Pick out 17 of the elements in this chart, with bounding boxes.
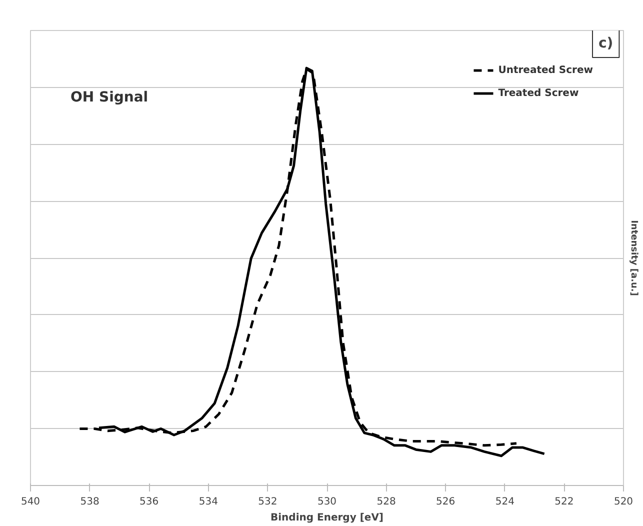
x-tick-label: 530 xyxy=(317,496,337,508)
x-tick-label: 526 xyxy=(436,496,456,508)
x-axis-title: Binding Energy [eV] xyxy=(270,512,384,524)
x-tick-label: 534 xyxy=(198,496,218,508)
annotation: OH Signal xyxy=(70,90,148,106)
y-axis-title: Intensity [a.u.] xyxy=(628,220,638,296)
x-tick-label: 540 xyxy=(20,496,40,508)
text: c) xyxy=(598,36,614,52)
legend-label: Treated Screw xyxy=(498,88,579,98)
x-tick-label: 538 xyxy=(80,496,100,508)
x-tick-label: 524 xyxy=(495,496,514,508)
legend-label: Untreated Screw xyxy=(498,64,593,76)
x-tick-label: 532 xyxy=(258,496,278,508)
x-tick-label: 536 xyxy=(140,496,159,508)
x-tick-label: 528 xyxy=(376,496,396,508)
x-tick-label: 522 xyxy=(554,496,574,508)
x-tick-label: 520 xyxy=(614,496,634,508)
